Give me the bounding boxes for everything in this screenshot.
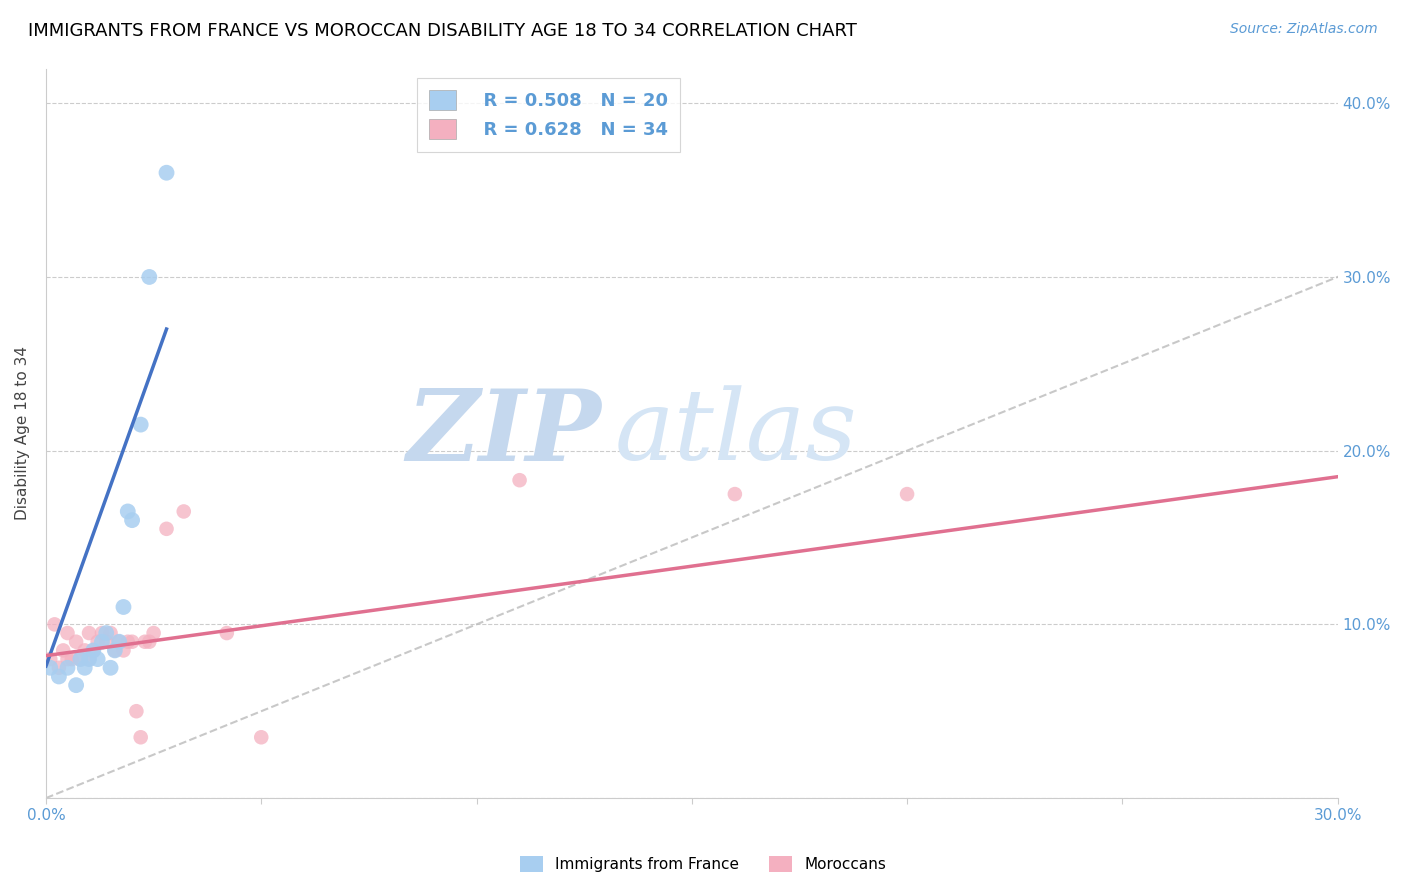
Y-axis label: Disability Age 18 to 34: Disability Age 18 to 34 bbox=[15, 346, 30, 520]
Point bbox=[138, 269, 160, 284]
Point bbox=[108, 634, 131, 648]
Point bbox=[48, 669, 70, 683]
Point bbox=[86, 652, 108, 666]
Point bbox=[112, 643, 135, 657]
Point bbox=[69, 652, 91, 666]
Point bbox=[173, 504, 195, 518]
Point bbox=[509, 473, 531, 487]
Point bbox=[108, 634, 131, 648]
Point bbox=[86, 634, 108, 648]
Point bbox=[65, 634, 87, 648]
Point bbox=[134, 634, 156, 648]
Text: IMMIGRANTS FROM FRANCE VS MOROCCAN DISABILITY AGE 18 TO 34 CORRELATION CHART: IMMIGRANTS FROM FRANCE VS MOROCCAN DISAB… bbox=[28, 22, 858, 40]
Point bbox=[77, 626, 100, 640]
Legend: Immigrants from France, Moroccans: Immigrants from France, Moroccans bbox=[512, 848, 894, 880]
Point bbox=[112, 599, 135, 614]
Point bbox=[155, 166, 177, 180]
Text: atlas: atlas bbox=[614, 385, 858, 481]
Point bbox=[39, 661, 62, 675]
Point bbox=[56, 626, 79, 640]
Point bbox=[44, 617, 66, 632]
Point bbox=[117, 634, 139, 648]
Point bbox=[100, 626, 122, 640]
Legend:   R = 0.508   N = 20,   R = 0.628   N = 34: R = 0.508 N = 20, R = 0.628 N = 34 bbox=[416, 78, 681, 152]
Point bbox=[117, 504, 139, 518]
Text: Source: ZipAtlas.com: Source: ZipAtlas.com bbox=[1230, 22, 1378, 37]
Point bbox=[91, 626, 114, 640]
Point bbox=[215, 626, 238, 640]
Point bbox=[100, 661, 122, 675]
Point bbox=[155, 522, 177, 536]
Point bbox=[896, 487, 918, 501]
Point bbox=[250, 731, 273, 745]
Point bbox=[121, 634, 143, 648]
Point bbox=[60, 652, 83, 666]
Point bbox=[56, 661, 79, 675]
Point bbox=[48, 661, 70, 675]
Point bbox=[104, 643, 127, 657]
Point bbox=[138, 634, 160, 648]
Point bbox=[129, 731, 152, 745]
Point bbox=[77, 652, 100, 666]
Point bbox=[91, 634, 114, 648]
Point bbox=[65, 678, 87, 692]
Point bbox=[69, 652, 91, 666]
Point bbox=[52, 643, 75, 657]
Point bbox=[96, 626, 118, 640]
Point bbox=[724, 487, 747, 501]
Point bbox=[56, 652, 79, 666]
Point bbox=[77, 652, 100, 666]
Point bbox=[39, 652, 62, 666]
Point bbox=[125, 704, 148, 718]
Point bbox=[104, 643, 127, 657]
Text: ZIP: ZIP bbox=[406, 385, 602, 482]
Point bbox=[142, 626, 165, 640]
Point bbox=[82, 643, 104, 657]
Point bbox=[73, 661, 96, 675]
Point bbox=[73, 643, 96, 657]
Point bbox=[96, 634, 118, 648]
Point bbox=[121, 513, 143, 527]
Point bbox=[82, 643, 104, 657]
Point bbox=[129, 417, 152, 432]
